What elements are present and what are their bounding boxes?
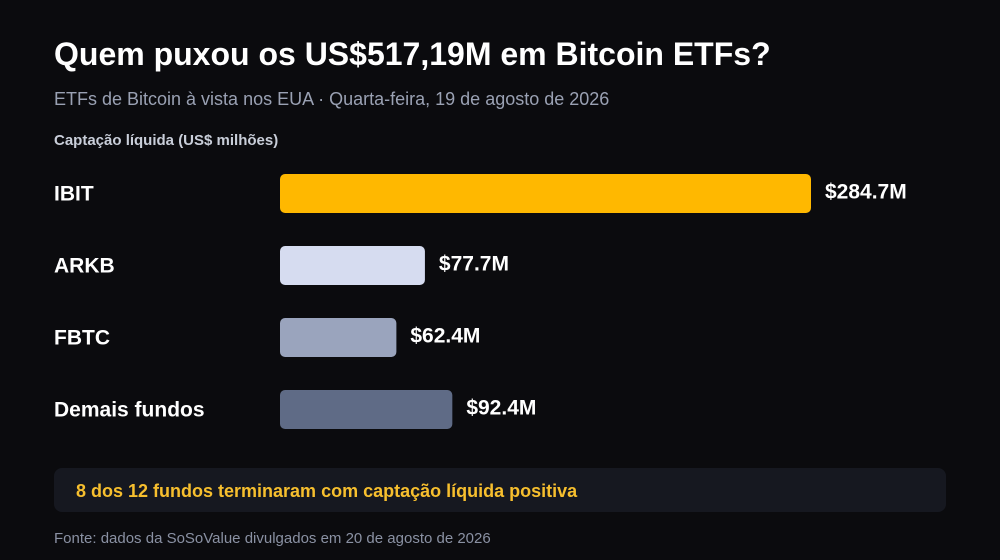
bar-arkb: [280, 246, 425, 285]
value-label: $92.4M: [466, 397, 536, 420]
axis-caption: Captação líquida (US$ milhões): [54, 132, 279, 149]
bar-fbtc: [280, 318, 397, 357]
value-label: $62.4M: [410, 325, 480, 348]
value-label: $77.7M: [439, 253, 509, 276]
category-label: FBTC: [54, 327, 110, 350]
summary-note-text: 8 dos 12 fundos terminaram com captação …: [76, 481, 578, 501]
bar-chart: IBIT $284.7M ARKB $77.7M FBTC $62.4M Demais fu…: [54, 174, 907, 429]
bar-ibit: [280, 174, 811, 213]
bar-demais-fundos: [280, 390, 453, 429]
category-label: IBIT: [54, 183, 94, 206]
category-label: ARKB: [54, 255, 115, 278]
chart-title: Quem puxou os US$517,19M em Bitcoin ETFs…: [54, 36, 771, 72]
summary-note: 8 dos 12 fundos terminaram com captação …: [54, 468, 946, 512]
value-label: $284.7M: [825, 181, 907, 204]
category-label: Demais fundos: [54, 399, 205, 422]
chart-subtitle: ETFs de Bitcoin à vista nos EUA · Quarta…: [54, 89, 610, 109]
source-footnote: Fonte: dados da SoSoValue divulgados em …: [54, 530, 491, 547]
